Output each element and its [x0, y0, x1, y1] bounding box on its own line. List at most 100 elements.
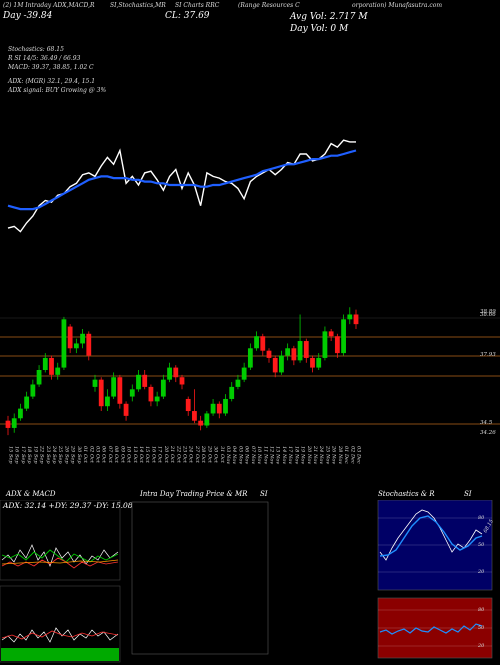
date-tick-label: 16 Sep — [14, 446, 20, 464]
date-tick-label: 29 Oct — [206, 445, 212, 464]
candle-body — [347, 314, 353, 320]
candle-body — [5, 420, 11, 428]
candle-body — [254, 336, 259, 349]
candle-body — [123, 403, 129, 416]
candle-body — [272, 357, 278, 373]
candle-body — [198, 420, 204, 426]
date-tick-label: 21 Nov — [312, 445, 318, 464]
date-tick-label: 29 Sep — [70, 445, 76, 464]
date-tick-label: 19 Sep — [32, 446, 38, 464]
adx-panel-title: ADX & MACD — [6, 490, 56, 498]
date-tick-label: 21 Oct — [169, 445, 175, 464]
date-tick-label: 06 Nov — [244, 446, 250, 464]
candle-body — [247, 348, 253, 368]
date-tick-label: 15 Oct — [144, 446, 150, 464]
date-tick-label: 03 Nov — [225, 446, 231, 464]
candle-body — [73, 343, 79, 349]
avg-volume: Avg Vol: 2.717 M — [290, 12, 368, 22]
date-tick-label: 15 Sep — [8, 446, 14, 464]
candle-body — [328, 331, 334, 337]
intraday-panel: Intra Day Trading Price & MR SI — [128, 488, 278, 660]
adx-readout: ADX: (MGR) 32.1, 29.4, 15.1 — [8, 78, 96, 85]
candle-body — [179, 377, 185, 385]
price-axis-label: 34.26 — [480, 430, 496, 436]
date-tick-label: 22 Oct — [175, 445, 181, 464]
candle-body — [291, 348, 297, 361]
date-tick-label: 20 Oct — [163, 445, 169, 464]
candle-body — [105, 396, 110, 407]
date-tick-label: 18 Nov — [293, 446, 299, 464]
stoch-tick-80: 80 — [478, 515, 485, 521]
date-tick-label: 11 Nov — [262, 446, 268, 464]
candle-body — [80, 333, 85, 344]
date-tick-label: 27 Oct — [194, 445, 200, 464]
moving-average-line — [7, 149, 357, 211]
intraday-title-b: SI — [260, 490, 268, 498]
date-tick-label: 17 Oct — [157, 446, 163, 464]
rsi-readout: R SI 14/5: 36.49 / 66.93 — [8, 55, 81, 62]
candle-body — [148, 386, 154, 402]
date-tick-label: 01 Oct — [82, 446, 88, 464]
date-tick-label: 09 Oct — [119, 446, 125, 464]
price-axis-label: 34.5 — [480, 420, 493, 426]
candle-body — [297, 341, 303, 361]
date-tick-label: 14 Oct — [138, 446, 144, 464]
date-tick-label: 10 Nov — [256, 446, 262, 464]
candle-body — [192, 411, 197, 421]
candle-body — [266, 350, 272, 358]
date-tick-label: 23 Oct — [182, 445, 188, 464]
date-tick-label: 03 Oct — [95, 446, 101, 464]
adx-signal-readout: ADX signal: BUY Growing @ 3% — [8, 87, 107, 94]
date-tick-label: 06 Oct — [101, 446, 107, 464]
date-tick-label: 25 Sep — [57, 445, 63, 464]
date-tick-label: 20 Nov — [306, 445, 312, 464]
candle-body — [18, 408, 23, 419]
candle-body — [223, 398, 228, 414]
stochastics-readout: Stochastics: 68.15 — [8, 46, 64, 53]
candle-body — [334, 336, 340, 354]
date-tick-label: 26 Nov — [331, 445, 337, 464]
date-tick-label: 10 Oct — [126, 446, 132, 464]
date-tick-label: 26 Sep — [63, 445, 69, 464]
close-label: CL: 37.69 — [165, 11, 210, 21]
rsi-tick-20: 20 — [478, 643, 485, 649]
date-tick-label: 28 Oct — [200, 445, 206, 464]
macd-readout: MACD: 39.37, 38.85, 1.02 C — [8, 64, 94, 71]
candle-body — [36, 370, 42, 385]
date-tick-label: 13 Nov — [275, 446, 281, 464]
candle-body — [129, 389, 135, 397]
candle-body — [136, 374, 141, 390]
candle-body — [92, 379, 98, 387]
candle-body — [185, 398, 191, 412]
candle-body — [322, 331, 328, 358]
candle-body — [216, 403, 222, 414]
date-tick-label: 16 Oct — [150, 446, 156, 464]
candle-body — [341, 319, 346, 354]
date-tick-label: 31 Oct — [219, 446, 225, 464]
candle-body — [11, 418, 17, 428]
candle-body — [67, 326, 73, 349]
candle-body — [235, 379, 241, 387]
candle-body — [241, 367, 247, 380]
candle-body — [167, 367, 172, 380]
candle-body — [229, 386, 235, 399]
candle-body — [55, 367, 61, 375]
candle-body — [24, 396, 30, 409]
date-tick-label: 01 Dec — [343, 446, 349, 464]
candle-body — [30, 384, 36, 397]
date-tick-label: 08 Oct — [113, 446, 119, 464]
candle-body — [98, 379, 104, 407]
header-line1: (2) 1M Intraday ADX,MACD,R — [3, 2, 95, 9]
price-axis-label: 38.66 — [480, 312, 496, 318]
header-line1b: SI,Stochastics,MR — [110, 2, 166, 9]
date-tick-label: 07 Oct — [107, 446, 113, 464]
candle-body — [303, 341, 309, 358]
date-tick-label: 07 Nov — [250, 446, 256, 464]
header-line1c: SI Charts RRC — [175, 2, 220, 9]
candle-body — [142, 374, 148, 387]
date-tick-label: 05 Nov — [237, 446, 243, 464]
date-tick-label: 14 Nov — [281, 446, 287, 464]
date-tick-label: 24 Oct — [188, 445, 194, 464]
adx-values: ADX: 32.14 +DY: 29.37 -DY: 15.08 — [3, 501, 133, 510]
